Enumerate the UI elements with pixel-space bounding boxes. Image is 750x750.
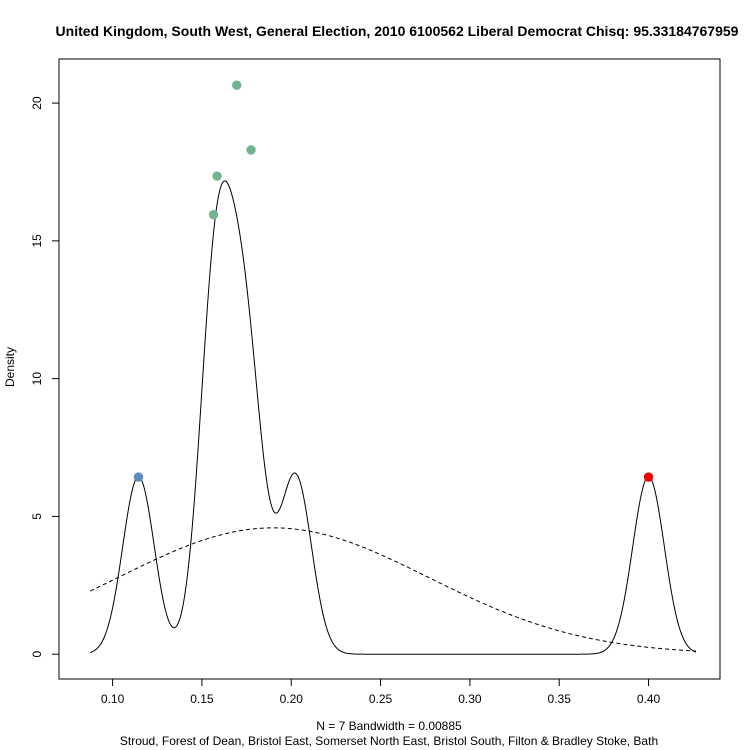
data-points (133, 80, 654, 482)
plot-frame (58, 58, 721, 680)
data-point (246, 145, 256, 155)
y-axis-label: Density (3, 347, 17, 387)
x-tick-label: 0.30 (458, 692, 482, 706)
x-axis-label-line1: N = 7 Bandwidth = 0.00885 (316, 719, 462, 733)
x-tick-label: 0.15 (190, 692, 214, 706)
data-point (133, 472, 144, 482)
x-axis-label-line2: Stroud, Forest of Dean, Bristol East, So… (120, 734, 658, 748)
y-tick-label: 10 (30, 372, 44, 386)
y-tick-label: 20 (30, 96, 44, 110)
normal-reference-curve (90, 527, 696, 652)
chart-title: United Kingdom, South West, General Elec… (56, 23, 739, 39)
x-tick-label: 0.10 (101, 692, 125, 706)
y-tick-label: 5 (30, 513, 44, 520)
x-tick-label: 0.40 (637, 692, 661, 706)
y-tick-label: 15 (30, 234, 44, 248)
data-point (208, 209, 219, 220)
data-point (643, 472, 654, 482)
data-point (232, 80, 242, 90)
y-tick-label: 0 (30, 651, 44, 658)
data-point (212, 171, 222, 181)
y-axis: 0 5 10 15 20 (30, 96, 60, 658)
kde-density-curve (90, 180, 697, 655)
x-tick-label: 0.35 (548, 692, 572, 706)
x-tick-label: 0.20 (280, 692, 304, 706)
x-tick-label: 0.25 (369, 692, 393, 706)
x-axis: 0.10 0.15 0.20 0.25 0.30 0.35 0.40 (101, 678, 661, 706)
